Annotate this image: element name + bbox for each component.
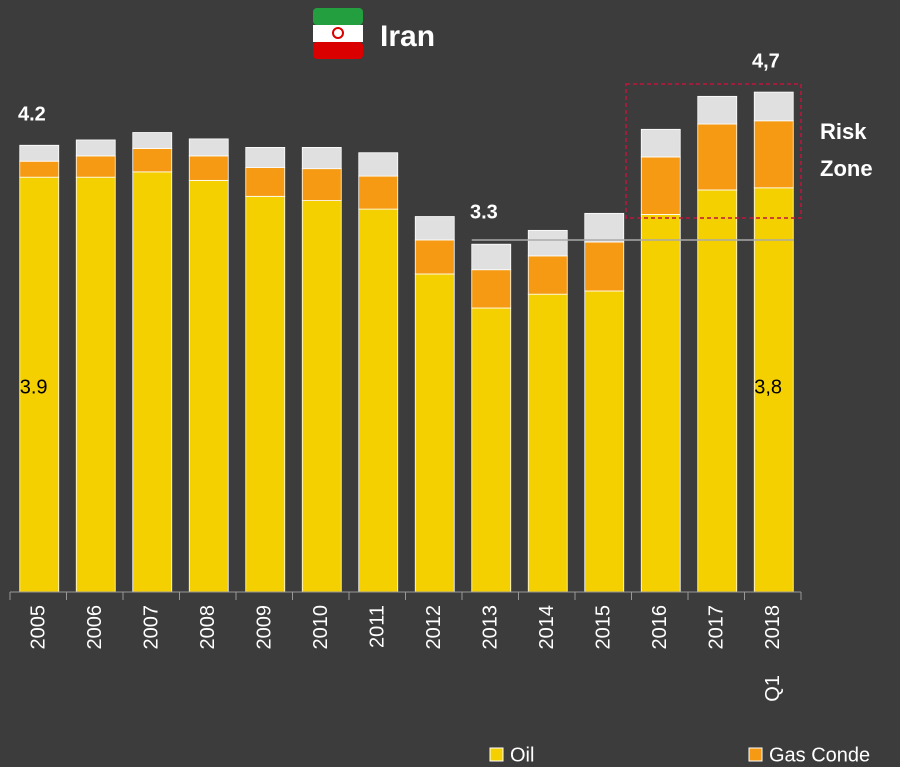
bar-segment	[301, 200, 342, 593]
x-tick-label: 2015	[593, 605, 615, 650]
bar-segment	[753, 187, 794, 593]
legend-label: Gas Conde	[769, 744, 870, 766]
bar-segment	[414, 239, 455, 275]
chart-title: Iran	[380, 20, 435, 53]
bar-segment	[188, 179, 229, 593]
bar-segment	[414, 216, 455, 241]
bar-segment	[301, 146, 342, 170]
bar-segment	[753, 120, 794, 189]
bar-segment	[471, 269, 512, 309]
annotation: 4.2	[18, 103, 46, 125]
risk-zone-label: Zone	[820, 156, 873, 181]
flag	[313, 8, 363, 59]
x-tick-label: 2018	[762, 605, 784, 650]
bar-segment	[245, 167, 286, 197]
x-tick-label: 2012	[423, 605, 445, 650]
bar-segment	[188, 155, 229, 181]
bar-segment	[640, 156, 681, 215]
annotation: 4,7	[752, 50, 780, 72]
bar-segment	[584, 241, 625, 292]
x-tick-label: 2007	[141, 605, 163, 650]
bar-segment	[753, 91, 794, 122]
legend-swatch	[489, 747, 504, 762]
x-tick-label: 2009	[254, 605, 276, 650]
bar-segment	[414, 273, 455, 593]
bar-segment	[527, 229, 568, 257]
bar-segment	[527, 293, 568, 593]
legend-swatch	[748, 747, 763, 762]
bar-segment	[132, 132, 173, 149]
bar-segment	[358, 208, 399, 593]
bar-segment	[527, 255, 568, 295]
x-tick-label: 2005	[28, 605, 50, 650]
bar-segment	[75, 139, 116, 157]
risk-zone-label: Risk	[820, 119, 867, 144]
x-tick-label: 2016	[649, 605, 671, 650]
bar-segment	[132, 148, 173, 173]
bar-segment	[75, 176, 116, 593]
bar-segment	[132, 171, 173, 593]
bar-segment	[584, 290, 625, 593]
bar-segment	[245, 146, 286, 169]
bar-segment	[697, 95, 738, 125]
x-tick-label: 2008	[197, 605, 219, 650]
bar-segment	[471, 243, 512, 271]
value-label: 3.9	[20, 376, 48, 398]
bar-segment	[188, 138, 229, 157]
bar-segment	[19, 144, 60, 162]
bar-segment	[640, 128, 681, 158]
x-tick-label: 2011	[367, 605, 389, 648]
annotation: 3.3	[470, 201, 498, 223]
bar-segment	[471, 307, 512, 593]
x-tick-label: 2014	[536, 605, 558, 650]
x-tick-label: 2006	[84, 605, 106, 650]
bar-segment	[697, 123, 738, 191]
bar-segment	[697, 189, 738, 593]
bar-segment	[584, 212, 625, 243]
risk-zone-box	[625, 83, 802, 219]
bar-segment	[301, 168, 342, 201]
value-label: 3,8	[754, 376, 782, 398]
x-tick-label: 2013	[480, 605, 502, 650]
bar-segment	[640, 214, 681, 593]
legend-label: Oil	[510, 744, 534, 766]
bar-segment	[19, 160, 60, 178]
x-tick-label: 2017	[706, 605, 728, 650]
bar-segment	[358, 152, 399, 177]
bar-segment	[358, 175, 399, 210]
bar-segment	[75, 155, 116, 178]
x-tick-label: 2010	[310, 605, 332, 650]
bar-segment	[245, 195, 286, 593]
period-note: Q1	[762, 675, 784, 702]
